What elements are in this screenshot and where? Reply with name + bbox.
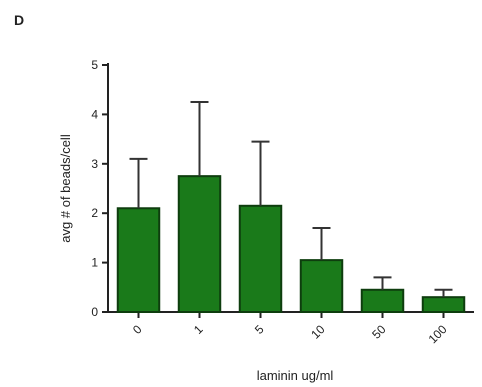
bar [421,296,466,313]
bar [299,259,344,314]
y-axis: 0 1 2 3 4 5 [91,58,109,319]
y-tick-label: 3 [91,157,98,171]
y-tick-label: 0 [91,305,98,319]
bars-group [116,175,466,314]
bar [177,175,222,313]
x-tick-label: 10 [308,322,328,342]
x-axis-title: laminin ug/ml [257,368,334,383]
error-bars-group [129,101,453,298]
y-tick-label: 2 [91,206,98,220]
x-tick-label: 5 [252,322,267,337]
panel-label: D [14,12,25,28]
y-axis-title: avg # of beads/cell [58,134,73,243]
y-tick-label: 5 [91,58,98,72]
y-tick-label: 4 [91,107,98,121]
bar [238,204,283,313]
bar [116,207,161,313]
x-tick-label: 100 [426,322,450,346]
x-axis: 0 1 5 10 50 100 [108,311,474,346]
x-tick-label: 0 [130,322,145,337]
x-tick-label: 50 [369,322,389,342]
x-tick-label: 1 [191,322,206,337]
y-tick-label: 1 [91,256,98,270]
bar [360,288,405,313]
